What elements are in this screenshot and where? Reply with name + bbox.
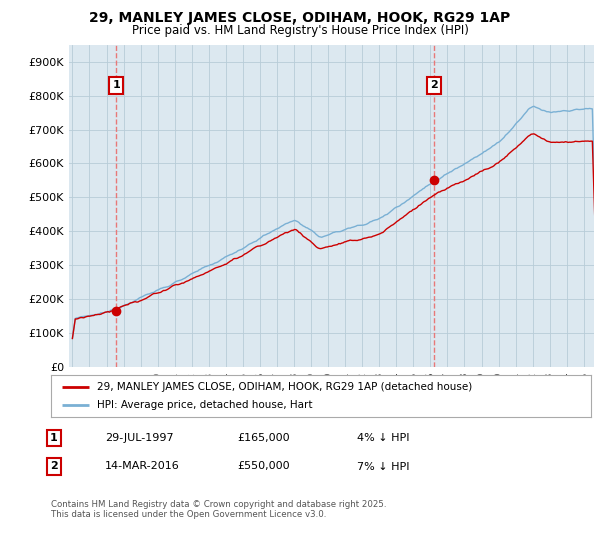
- Text: £550,000: £550,000: [237, 461, 290, 472]
- Text: 2: 2: [50, 461, 58, 472]
- Text: 4% ↓ HPI: 4% ↓ HPI: [357, 433, 409, 443]
- Text: 14-MAR-2016: 14-MAR-2016: [105, 461, 180, 472]
- Text: 29, MANLEY JAMES CLOSE, ODIHAM, HOOK, RG29 1AP (detached house): 29, MANLEY JAMES CLOSE, ODIHAM, HOOK, RG…: [97, 382, 472, 392]
- Text: 29-JUL-1997: 29-JUL-1997: [105, 433, 173, 443]
- Text: 7% ↓ HPI: 7% ↓ HPI: [357, 461, 409, 472]
- Text: £165,000: £165,000: [237, 433, 290, 443]
- Text: Contains HM Land Registry data © Crown copyright and database right 2025.
This d: Contains HM Land Registry data © Crown c…: [51, 500, 386, 519]
- Text: Price paid vs. HM Land Registry's House Price Index (HPI): Price paid vs. HM Land Registry's House …: [131, 24, 469, 36]
- Text: HPI: Average price, detached house, Hart: HPI: Average price, detached house, Hart: [97, 400, 313, 410]
- Text: 29, MANLEY JAMES CLOSE, ODIHAM, HOOK, RG29 1AP: 29, MANLEY JAMES CLOSE, ODIHAM, HOOK, RG…: [89, 11, 511, 25]
- Text: 1: 1: [50, 433, 58, 443]
- Text: 2: 2: [430, 81, 437, 91]
- Text: 1: 1: [112, 81, 120, 91]
